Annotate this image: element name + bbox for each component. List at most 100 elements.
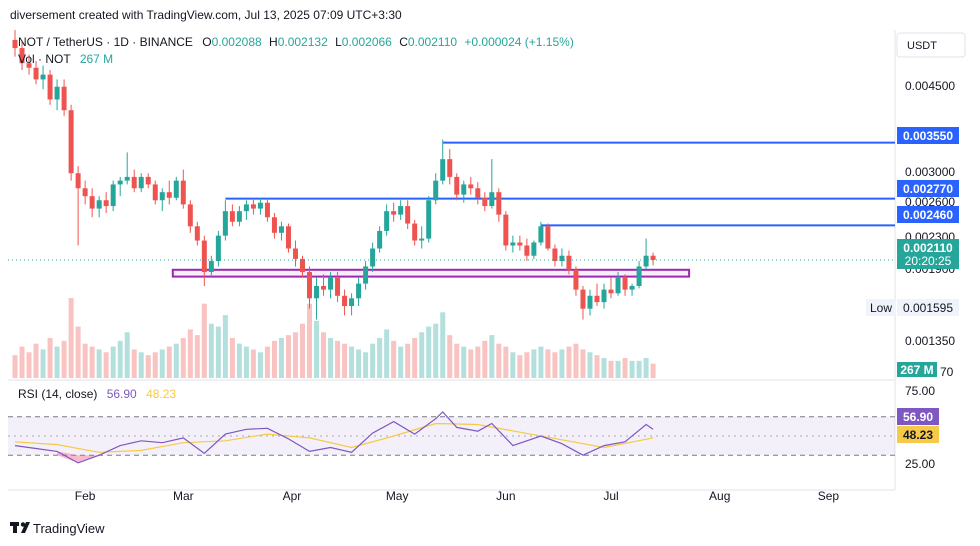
- candle[interactable]: [68, 104, 74, 181]
- candle[interactable]: [594, 283, 600, 307]
- candle[interactable]: [580, 285, 586, 320]
- candle[interactable]: [40, 65, 46, 90]
- candle[interactable]: [285, 223, 291, 253]
- candle[interactable]: [503, 211, 509, 251]
- candle[interactable]: [342, 289, 348, 316]
- candle[interactable]: [117, 176, 123, 197]
- candle[interactable]: [328, 272, 334, 299]
- candle[interactable]: [349, 293, 355, 316]
- candle[interactable]: [12, 30, 18, 57]
- candles-layer[interactable]: [12, 30, 656, 320]
- candle[interactable]: [475, 182, 481, 205]
- candle[interactable]: [89, 188, 95, 218]
- candle[interactable]: [398, 200, 404, 220]
- candle[interactable]: [629, 283, 635, 296]
- candle[interactable]: [419, 226, 425, 249]
- candle[interactable]: [496, 188, 502, 222]
- candle[interactable]: [307, 266, 313, 309]
- candle[interactable]: [173, 176, 179, 201]
- candle[interactable]: [54, 79, 60, 111]
- candle[interactable]: [405, 200, 411, 230]
- candle[interactable]: [47, 70, 53, 105]
- candle[interactable]: [229, 204, 235, 227]
- candle[interactable]: [468, 176, 474, 195]
- candle[interactable]: [524, 238, 530, 262]
- candle[interactable]: [61, 79, 67, 116]
- symbol-legend[interactable]: NOT / TetherUS · 1D · BINANCE O0.002088 …: [18, 35, 574, 66]
- candle[interactable]: [110, 180, 116, 212]
- candle[interactable]: [454, 173, 460, 201]
- candle[interactable]: [215, 230, 221, 267]
- candle[interactable]: [636, 261, 642, 289]
- candle[interactable]: [377, 226, 383, 253]
- candle[interactable]: [482, 192, 488, 212]
- candle[interactable]: [314, 277, 320, 320]
- candle[interactable]: [145, 173, 151, 189]
- candle[interactable]: [384, 204, 390, 236]
- candle[interactable]: [622, 274, 628, 296]
- candle[interactable]: [194, 221, 200, 246]
- candle[interactable]: [426, 196, 432, 243]
- candle[interactable]: [250, 197, 256, 215]
- candle[interactable]: [552, 244, 558, 267]
- candle[interactable]: [510, 235, 516, 253]
- candle[interactable]: [531, 240, 537, 259]
- candle[interactable]: [19, 41, 25, 71]
- candle[interactable]: [412, 219, 418, 246]
- candle[interactable]: [131, 169, 137, 193]
- candle[interactable]: [96, 196, 102, 218]
- candle[interactable]: [257, 197, 263, 215]
- candle[interactable]: [643, 238, 649, 270]
- candle[interactable]: [264, 197, 270, 222]
- candle[interactable]: [187, 200, 193, 233]
- candle[interactable]: [447, 149, 453, 185]
- candle[interactable]: [271, 212, 277, 239]
- candle[interactable]: [517, 235, 523, 251]
- candle[interactable]: [489, 159, 495, 209]
- candle[interactable]: [538, 221, 544, 246]
- candle[interactable]: [363, 261, 369, 290]
- candle[interactable]: [138, 173, 144, 193]
- candle[interactable]: [208, 255, 214, 278]
- candle[interactable]: [222, 200, 228, 241]
- candle[interactable]: [166, 180, 172, 205]
- candle[interactable]: [566, 250, 572, 275]
- candle[interactable]: [180, 169, 186, 209]
- candle-body: [264, 202, 270, 218]
- currency-selector[interactable]: [896, 32, 966, 58]
- candle[interactable]: [159, 188, 165, 212]
- candle[interactable]: [601, 283, 607, 309]
- candle[interactable]: [243, 200, 249, 220]
- candle[interactable]: [124, 152, 130, 185]
- candle[interactable]: [440, 139, 446, 185]
- candle[interactable]: [321, 274, 327, 296]
- currency-label: USDT: [907, 40, 937, 52]
- candle[interactable]: [356, 277, 362, 307]
- candle[interactable]: [545, 223, 551, 251]
- candle[interactable]: [278, 221, 284, 241]
- candle[interactable]: [608, 277, 614, 299]
- support-zone-box[interactable]: [171, 268, 691, 278]
- candle[interactable]: [433, 173, 439, 205]
- candle[interactable]: [587, 289, 593, 316]
- candle[interactable]: [152, 180, 158, 205]
- candle[interactable]: [335, 272, 341, 303]
- candle[interactable]: [573, 266, 579, 296]
- candle[interactable]: [103, 192, 109, 213]
- candle[interactable]: [370, 242, 376, 273]
- candle[interactable]: [650, 252, 656, 266]
- candle[interactable]: [26, 54, 32, 75]
- candle[interactable]: [615, 272, 621, 296]
- candle[interactable]: [391, 202, 397, 222]
- candle[interactable]: [82, 180, 88, 205]
- candle[interactable]: [33, 60, 39, 85]
- candle[interactable]: [292, 240, 298, 267]
- candle[interactable]: [201, 235, 207, 286]
- candle[interactable]: [461, 180, 467, 203]
- candle[interactable]: [299, 255, 305, 278]
- candle[interactable]: [236, 206, 242, 227]
- volume-bar: [180, 338, 186, 378]
- candle[interactable]: [75, 166, 81, 246]
- candle[interactable]: [559, 248, 565, 267]
